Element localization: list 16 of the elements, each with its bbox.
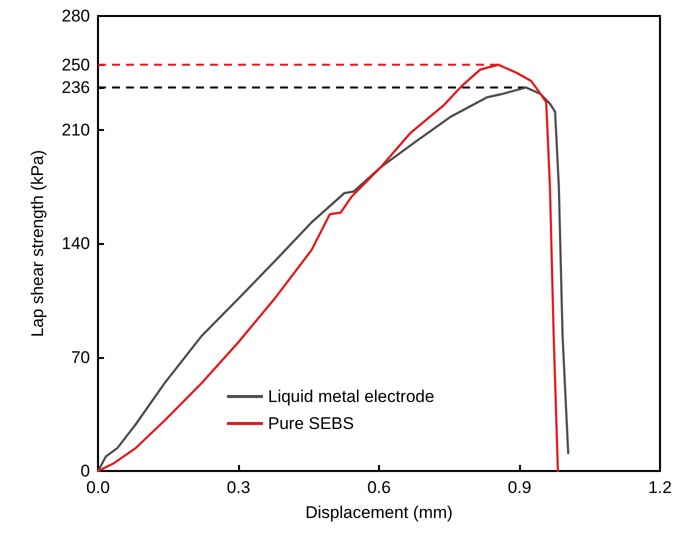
y-tick-label: 210 xyxy=(62,120,90,140)
y-tick-label: 0 xyxy=(80,462,90,480)
y-tick-label: 70 xyxy=(71,348,90,367)
x-tick-label: 0.3 xyxy=(226,478,250,497)
x-axis-title: Displacement (mm) xyxy=(305,503,453,522)
x-tick-label: 1.2 xyxy=(648,478,672,497)
y-tick-label: 140 xyxy=(62,234,90,253)
y-axis-title: Lap shear strength (kPa) xyxy=(28,150,47,338)
legend-label: Pure SEBS xyxy=(268,414,354,433)
y-tick-label: 236 xyxy=(62,78,90,97)
x-tick-label: 0.6 xyxy=(367,478,391,497)
x-tick-label: 0.0 xyxy=(86,478,110,497)
y-tick-label: 280 xyxy=(62,6,90,26)
x-tick-label: 0.9 xyxy=(508,478,532,497)
y-tick-label: 250 xyxy=(62,55,90,74)
legend-label: Liquid metal electrode xyxy=(268,387,434,406)
